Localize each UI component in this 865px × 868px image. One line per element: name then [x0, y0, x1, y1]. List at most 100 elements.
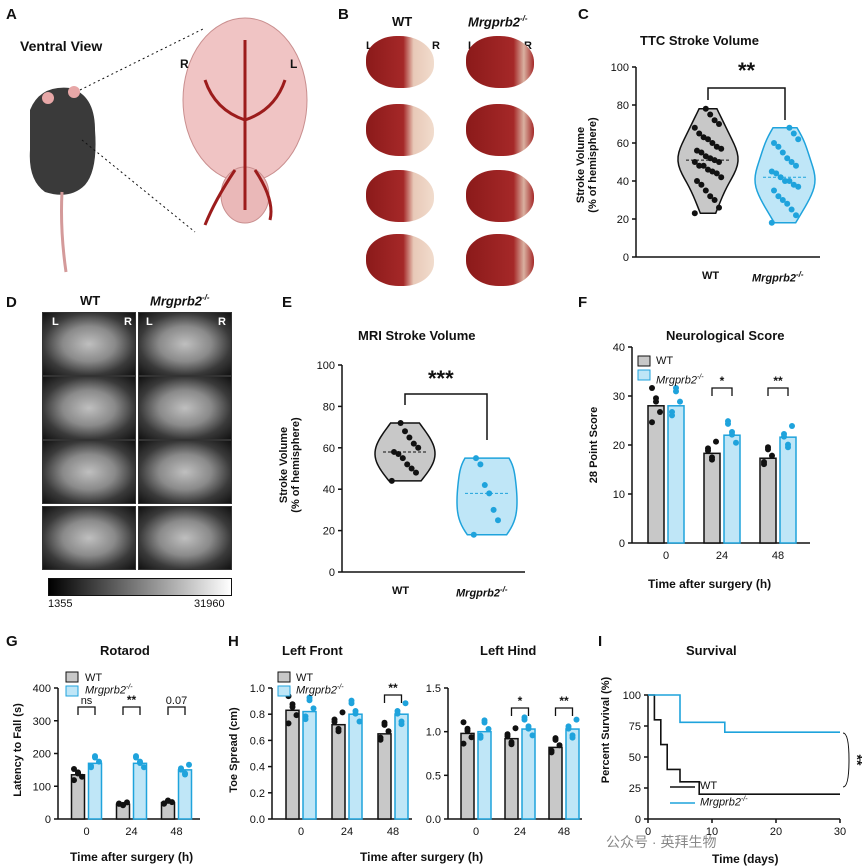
chart-h2-data-point: [460, 740, 467, 747]
chart-e-y-tick-label: 20: [323, 526, 335, 538]
chart-g-data-point: [88, 764, 94, 771]
chart-h1-y-tick-label: 0.6: [250, 735, 265, 747]
chart-e-y-tick-label: 80: [323, 401, 335, 413]
chart-i-xlabel: Time (days): [712, 852, 779, 866]
chart-e-mut-data-point: [490, 506, 497, 513]
chart-i-y-tick-label: 25: [629, 783, 641, 795]
chart-c-wt-data-point: [702, 153, 709, 160]
chart-h1-data-point: [335, 728, 342, 735]
chart-f-data-point: [785, 444, 791, 451]
chart-e-wt-data-point: [415, 444, 422, 451]
chart-g-data-point: [71, 766, 77, 773]
chart-g-sig-bracket: [122, 706, 141, 715]
mri-slice: [42, 440, 136, 504]
chart-g-data-point: [186, 761, 192, 768]
chart-f-data-point: [713, 438, 719, 445]
ttc-slice: [466, 170, 534, 222]
chart-h2-data-point: [552, 736, 559, 743]
chart-h-legend-mut: Mrgprb2-/-: [296, 684, 344, 697]
chart-c-mut-data-point: [775, 143, 782, 150]
chart-f-y-tick-label: 30: [613, 391, 625, 403]
chart-c-mut-data-point: [790, 181, 797, 188]
mri-slice: [42, 312, 136, 376]
chart-c-wt-data-point: [696, 130, 703, 137]
chart-g-bar: [177, 769, 193, 820]
chart-h1-data-point: [356, 718, 363, 725]
chart-e-mut-data-point: [486, 490, 493, 497]
chart-h1-y-tick-label: 0.4: [250, 762, 265, 774]
chart-f-sig-bracket: [711, 387, 733, 396]
chart-e-mut-data-point: [495, 517, 501, 524]
ttc-slice: [366, 104, 434, 156]
chart-f-bar: [647, 405, 665, 544]
chart-f-x-tick-label: 0: [663, 550, 669, 562]
chart-g-data-point: [133, 754, 139, 761]
chart-e-x-mut: Mrgprb2-/-: [456, 585, 508, 600]
mri-mut-header: Mrgprb2-/-: [150, 293, 210, 309]
ttc-wt-header: WT: [392, 14, 413, 29]
chart-c-wt-data-point: [694, 147, 700, 154]
chart-g-data-point: [71, 777, 77, 784]
chart-g-x-tick-label: 24: [125, 826, 137, 838]
panel-label-g: G: [6, 633, 18, 650]
chart-c-significance: **: [738, 58, 756, 83]
chart-h1-data-point: [302, 716, 309, 723]
chart-h2-data-point: [477, 734, 484, 741]
chart-h1-sig-label: **: [388, 681, 398, 695]
chart-h1-data-point: [398, 721, 405, 728]
chart-h1-y-tick-label: 1.0: [250, 683, 265, 695]
chart-e-wt-data-point: [404, 461, 411, 468]
mri-wt-header: WT: [80, 293, 101, 308]
chart-h1-y-tick-label: 0.2: [250, 788, 265, 800]
chart-c-wt-data-point: [698, 181, 705, 188]
chart-f-data-point: [669, 412, 675, 419]
chart-i-y-tick-label: 100: [623, 690, 641, 702]
chart-f-data-point: [733, 439, 739, 446]
mri-slice: [138, 506, 232, 570]
chart-h2-title: Left Hind: [480, 643, 537, 658]
chart-f-data-point: [789, 423, 795, 430]
chart-g-y-tick-label: 0: [45, 814, 51, 826]
ttc-slice: [366, 234, 434, 286]
chart-c-wt-data-point: [716, 204, 722, 211]
chart-c-mut-data-point: [784, 200, 791, 207]
chart-f-sig-label: *: [720, 374, 725, 388]
mri-slice: [138, 440, 232, 504]
chart-h2-data-point: [565, 725, 572, 732]
chart-e-y-tick-label: 60: [323, 443, 335, 455]
chart-g-data-point: [120, 802, 126, 809]
chart-i-legend-wt: WT: [700, 780, 718, 792]
chart-c-wt-data-point: [702, 105, 709, 112]
chart-h1-bar: [394, 713, 409, 820]
chart-h2-bar: [477, 730, 492, 820]
svg-text:R: R: [180, 57, 189, 71]
chart-c-y-tick-label: 100: [611, 62, 629, 74]
chart-e-y-tick-label: 0: [329, 567, 335, 579]
chart-e-mut-data-point: [481, 482, 488, 489]
chart-c-mut-data-point: [768, 168, 775, 175]
chart-f-legend-mut: Mrgprb2-/-: [656, 374, 704, 387]
mouse-brain-illustration: R L: [29, 17, 308, 273]
chart-c-wt-data-point: [705, 166, 711, 173]
chart-i-y-tick-label: 0: [635, 814, 641, 826]
chart-h2-data-point: [512, 725, 519, 732]
chart-h2-data-point: [485, 726, 492, 733]
chart-c-wt-data-point: [696, 162, 703, 169]
chart-g-y-tick-label: 400: [33, 683, 51, 695]
chart-h2-data-point: [529, 732, 536, 739]
chart-c-title: TTC Stroke Volume: [640, 33, 759, 48]
chart-g-sig-label: 0.07: [166, 695, 187, 707]
chart-h-legend-wt: WT: [296, 672, 314, 684]
chart-f-xlabel: Time after surgery (h): [648, 577, 772, 591]
ttc-slice: [466, 36, 534, 88]
chart-g-legend-mut: Mrgprb2-/-: [85, 684, 133, 697]
panel-label-f: F: [578, 294, 588, 311]
chart-f-x-tick-label: 24: [716, 550, 728, 562]
chart-h1-data-point: [339, 709, 346, 716]
chart-c-wt-data-point: [713, 143, 720, 150]
chart-h1-data-point: [352, 710, 359, 717]
chart-h1-bar: [285, 709, 300, 820]
chart-g-sig-label: ns: [81, 695, 93, 707]
chart-h2-data-point: [468, 734, 475, 741]
chart-h1-data-point: [385, 728, 392, 735]
